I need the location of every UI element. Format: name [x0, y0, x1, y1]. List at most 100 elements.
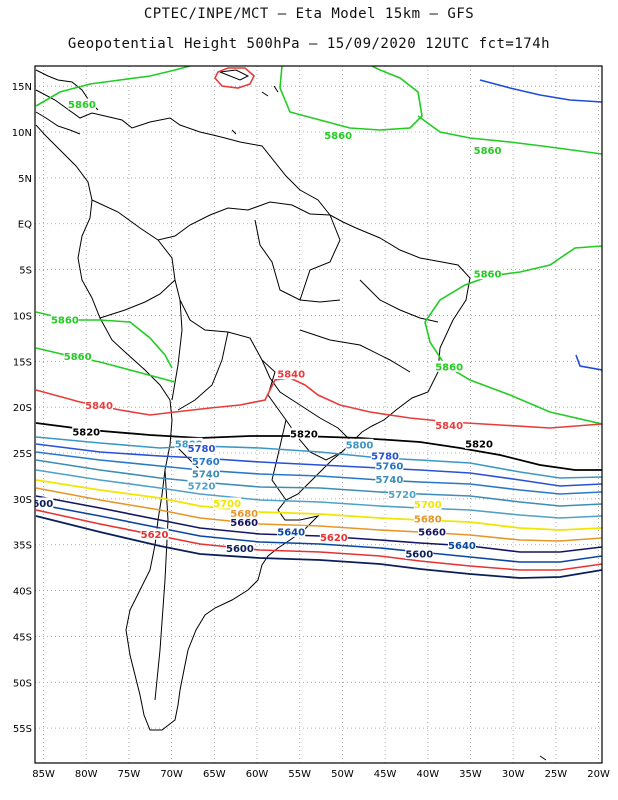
axis-tick-labels: 15N 10N 5N EQ 5S 10S 15S 20S 25S 30S 35S 40S 45S 50S 5…: [12, 82, 610, 780]
contour-label-bg: [375, 459, 404, 471]
contour-label-bg: [67, 98, 96, 110]
lat-tick-label: 45S: [13, 632, 32, 643]
lon-tick-label: 35W: [459, 769, 482, 780]
contour-5760: [35, 451, 602, 495]
contour-label-bg: [35, 497, 54, 509]
contour-label-5800: 5800: [346, 440, 374, 451]
contour-label-5600: 5600: [226, 544, 254, 555]
chart-title-line1: CPTEC/INPE/MCT – Eta Model 15km – GFS: [143, 6, 475, 22]
contour-label-bg: [277, 525, 306, 537]
contour-label-bg: [435, 419, 464, 431]
contour-5860-northeast: [417, 115, 602, 155]
lon-tick-label: 60W: [246, 769, 269, 780]
lat-tick-label: EQ: [18, 220, 32, 231]
contour-label-5840: 5840: [277, 370, 305, 381]
contour-5860-east: [424, 245, 602, 425]
contour-label-5760: 5760: [192, 457, 220, 468]
lat-tick-label: 40S: [13, 587, 32, 598]
lat-tick-label: 50S: [13, 678, 32, 689]
lon-tick-label: 55W: [288, 769, 311, 780]
chart-title-line2: Geopotential Height 500hPa – 15/09/2020 …: [67, 36, 551, 52]
lat-tick-label: 5N: [18, 174, 32, 185]
contour-5800: [35, 436, 602, 479]
contour-label-bg: [72, 425, 101, 437]
contour-label-5640: 5640: [448, 541, 476, 552]
contour-label-5740: 5740: [375, 475, 403, 486]
contour-5740: [35, 459, 602, 507]
lat-tick-label: 25S: [13, 449, 32, 460]
contour-label-bg: [405, 547, 434, 559]
contour-label-5620: 5620: [320, 533, 348, 544]
contour-label-bg: [324, 129, 353, 141]
contour-label-5840: 5840: [85, 401, 113, 412]
lat-tick-label: 15S: [13, 357, 32, 368]
contour-label-5860: 5860: [51, 316, 79, 327]
contour-5780: [35, 443, 602, 487]
contour-label-5640: 5640: [277, 527, 305, 538]
contour-label-bg: [289, 427, 318, 439]
graticule: [35, 66, 602, 763]
contour-label-bg: [371, 449, 400, 461]
lon-tick-label: 25W: [545, 769, 568, 780]
contour-label-5660: 5660: [418, 527, 446, 538]
contour-label-5720: 5720: [188, 482, 216, 493]
contour-label-5680: 5680: [230, 509, 258, 520]
contour-label-bg: [230, 516, 259, 528]
contour-5880-east: [575, 354, 602, 371]
lat-tick-label: 20S: [13, 403, 32, 414]
contour-label-bg: [277, 368, 306, 380]
lon-tick-label: 80W: [75, 769, 98, 780]
contour-label-bg: [473, 268, 502, 280]
contour-label-5680: 5680: [414, 515, 442, 526]
contour-5820: [35, 422, 602, 471]
contour-label-5860: 5860: [324, 131, 352, 142]
contour-5880-north: [479, 79, 602, 103]
contour-label-5700: 5700: [414, 500, 442, 511]
contour-label-5820: 5820: [72, 427, 100, 438]
contour-label-bg: [413, 513, 442, 525]
coastline-map: [35, 69, 547, 761]
contour-label-bg: [50, 314, 79, 326]
contour-label-5860: 5860: [435, 362, 463, 373]
contour-label-5780: 5780: [371, 451, 399, 462]
contour-label-bg: [473, 144, 502, 156]
contour-label-5600: 5600: [405, 549, 433, 560]
contour-label-5600: 5600: [25, 499, 53, 510]
contour-5660: [35, 495, 602, 553]
contour-5720: [35, 469, 602, 519]
contour-label-bg: [388, 488, 417, 500]
lon-tick-label: 85W: [32, 769, 55, 780]
contour-5840-peak: [214, 67, 255, 89]
contour-label-5620: 5620: [141, 530, 169, 541]
contour-5680: [35, 487, 602, 542]
contour-label-bg: [465, 437, 494, 449]
contour-label-bg: [413, 498, 442, 510]
islands: [219, 69, 547, 761]
lon-tick-label: 45W: [374, 769, 397, 780]
contour-label-bg: [447, 539, 476, 551]
contour-5600: [35, 515, 602, 579]
contour-label-bg: [225, 542, 254, 554]
contour-label-5860: 5860: [68, 100, 96, 111]
contour-label-bg: [213, 497, 242, 509]
contour-label-bg: [435, 360, 464, 372]
contour-label-5820: 5820: [465, 439, 493, 450]
lon-tick-label: 50W: [331, 769, 354, 780]
contour-5640: [35, 503, 602, 563]
contour-label-bg: [230, 507, 259, 519]
contour-label-5860: 5860: [474, 146, 502, 157]
contour-labels: 5860 5860 5860 5860 5860 5860 5860 5840 5840 5840…: [25, 98, 502, 560]
lat-tick-label: 5S: [19, 266, 32, 277]
contour-5700: [35, 479, 602, 531]
lat-tick-label: 35S: [13, 541, 32, 552]
contour-label-5840: 5840: [435, 421, 463, 432]
contour-label-bg: [191, 455, 220, 467]
contour-label-5860: 5860: [474, 270, 502, 281]
lat-tick-label: 10S: [13, 311, 32, 322]
lat-tick-label: 10N: [12, 128, 32, 139]
country-borders: [91, 199, 439, 701]
contour-label-5660: 5660: [230, 518, 258, 529]
lon-tick-label: 40W: [416, 769, 439, 780]
contour-label-bg: [418, 525, 447, 537]
contour-label-5700: 5700: [213, 499, 241, 510]
